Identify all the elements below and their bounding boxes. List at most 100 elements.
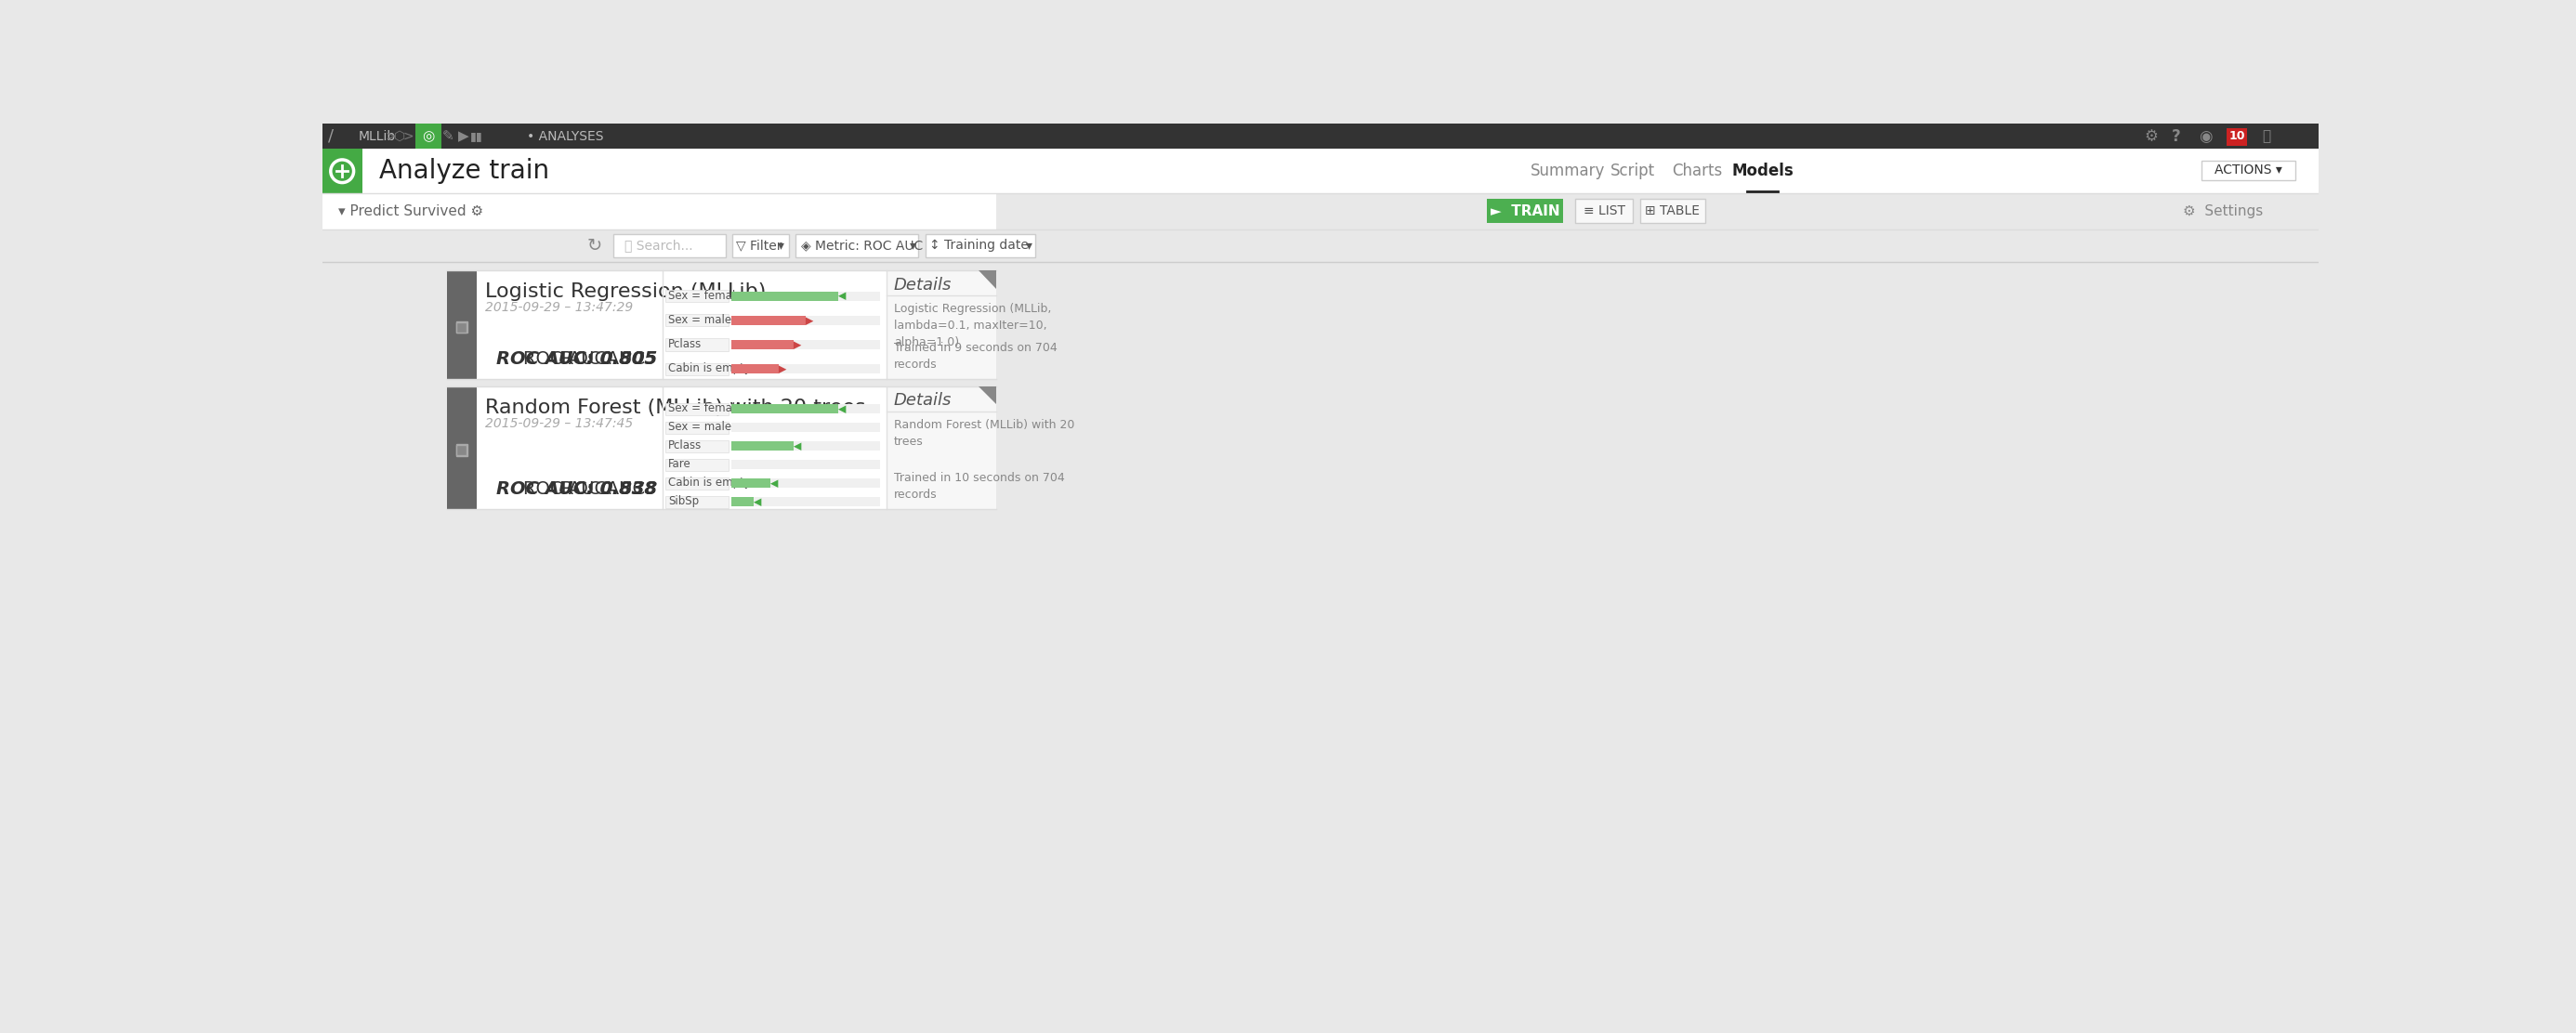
Text: Models: Models (1731, 163, 1793, 180)
FancyBboxPatch shape (322, 124, 2318, 149)
FancyBboxPatch shape (662, 271, 886, 379)
Text: Analyze train: Analyze train (379, 158, 549, 184)
Text: • ANALYSES: • ANALYSES (528, 130, 603, 143)
Text: Logistic Regression (MLLib,
lambda=0.1, maxIter=10,
alpha=1.0): Logistic Regression (MLLib, lambda=0.1, … (894, 303, 1051, 348)
Text: 2015-09-29 – 13:47:45: 2015-09-29 – 13:47:45 (484, 417, 634, 430)
Text: ▶: ▶ (459, 129, 469, 144)
Text: SibSp: SibSp (667, 496, 698, 507)
Polygon shape (979, 386, 997, 404)
Text: Charts: Charts (1672, 163, 1723, 180)
Text: Random Forest (MLLib) with 20
trees: Random Forest (MLLib) with 20 trees (894, 418, 1074, 447)
FancyBboxPatch shape (665, 421, 729, 434)
FancyBboxPatch shape (456, 445, 466, 456)
Text: ⚙: ⚙ (2143, 128, 2159, 145)
FancyBboxPatch shape (732, 478, 881, 488)
Text: Cabin is empty: Cabin is empty (667, 477, 752, 489)
Text: Script: Script (1610, 163, 1656, 180)
FancyBboxPatch shape (322, 229, 2318, 262)
Text: ▼: ▼ (778, 365, 788, 373)
Text: Trained in 9 seconds on 704
records: Trained in 9 seconds on 704 records (894, 342, 1056, 371)
Text: ▲: ▲ (752, 498, 762, 505)
Text: ROC AUC: 0.805: ROC AUC: 0.805 (495, 350, 657, 368)
FancyBboxPatch shape (1574, 199, 1633, 223)
Text: ≡ LIST: ≡ LIST (1584, 205, 1625, 218)
FancyBboxPatch shape (732, 441, 793, 450)
Text: ◈ Metric: ROC AUC: ◈ Metric: ROC AUC (801, 239, 922, 252)
Text: Details: Details (894, 277, 951, 293)
FancyBboxPatch shape (456, 322, 466, 333)
Text: 0.838: 0.838 (600, 480, 657, 498)
Text: 🔍 Search...: 🔍 Search... (623, 239, 693, 252)
Text: ACTIONS ▾: ACTIONS ▾ (2215, 164, 2282, 177)
Text: ◎: ◎ (422, 129, 435, 144)
FancyBboxPatch shape (665, 477, 729, 490)
Text: ?: ? (2172, 128, 2182, 145)
FancyBboxPatch shape (665, 290, 729, 302)
FancyBboxPatch shape (732, 422, 881, 432)
FancyBboxPatch shape (732, 365, 881, 374)
FancyBboxPatch shape (322, 149, 2318, 193)
FancyBboxPatch shape (322, 262, 446, 919)
Text: ▾: ▾ (778, 239, 786, 252)
FancyBboxPatch shape (732, 497, 752, 506)
Text: ROC AUC:: ROC AUC: (562, 350, 657, 368)
Text: Sex = male: Sex = male (667, 314, 732, 326)
FancyBboxPatch shape (613, 234, 726, 257)
Text: Sex = male: Sex = male (667, 421, 732, 433)
FancyBboxPatch shape (665, 459, 729, 471)
FancyBboxPatch shape (665, 339, 729, 351)
FancyBboxPatch shape (446, 271, 477, 379)
Text: ROC AUC: 0.838: ROC AUC: 0.838 (495, 480, 657, 498)
FancyBboxPatch shape (732, 460, 881, 469)
FancyBboxPatch shape (732, 497, 881, 506)
FancyBboxPatch shape (665, 314, 729, 326)
Text: ▲: ▲ (770, 479, 778, 487)
FancyBboxPatch shape (456, 444, 466, 456)
FancyBboxPatch shape (796, 234, 917, 257)
Text: ◉: ◉ (2197, 128, 2213, 145)
Text: ✎: ✎ (443, 129, 453, 144)
FancyBboxPatch shape (446, 271, 997, 379)
FancyBboxPatch shape (1486, 199, 1564, 223)
Text: Trained in 10 seconds on 704
records: Trained in 10 seconds on 704 records (894, 472, 1064, 501)
Text: MLLib: MLLib (358, 130, 394, 143)
FancyBboxPatch shape (665, 363, 729, 375)
Text: Pclass: Pclass (667, 338, 703, 350)
FancyBboxPatch shape (732, 404, 881, 413)
FancyBboxPatch shape (446, 386, 477, 509)
Text: Sex = female: Sex = female (667, 289, 742, 302)
Text: ▾ Predict Survived ⚙: ▾ Predict Survived ⚙ (337, 205, 482, 218)
FancyBboxPatch shape (732, 365, 778, 374)
FancyBboxPatch shape (665, 403, 729, 415)
FancyBboxPatch shape (886, 271, 997, 379)
Polygon shape (979, 271, 997, 288)
Text: ▾: ▾ (909, 239, 917, 252)
FancyBboxPatch shape (322, 193, 2318, 229)
Text: ⚙  Settings: ⚙ Settings (2184, 205, 2264, 218)
FancyBboxPatch shape (665, 440, 729, 452)
FancyBboxPatch shape (456, 322, 466, 333)
Text: >: > (384, 130, 397, 143)
FancyBboxPatch shape (415, 124, 440, 149)
Text: /: / (327, 128, 332, 145)
Text: 2015-09-29 – 13:47:29: 2015-09-29 – 13:47:29 (484, 302, 634, 314)
Text: 10: 10 (2228, 130, 2246, 143)
Text: ▲: ▲ (793, 442, 804, 449)
FancyBboxPatch shape (665, 496, 729, 508)
Text: Sex = female: Sex = female (667, 403, 742, 414)
FancyBboxPatch shape (732, 340, 793, 349)
Text: Random Forest (MLLib) with 20 trees: Random Forest (MLLib) with 20 trees (484, 399, 866, 417)
Text: ⬡: ⬡ (394, 130, 404, 143)
Text: ▲: ▲ (837, 405, 848, 412)
FancyBboxPatch shape (2226, 128, 2246, 146)
FancyBboxPatch shape (1641, 199, 1705, 223)
FancyBboxPatch shape (446, 386, 997, 509)
Text: ▲: ▲ (837, 291, 848, 300)
Text: ↻: ↻ (587, 237, 603, 254)
Text: >: > (402, 130, 415, 143)
Text: 0.805: 0.805 (600, 350, 657, 368)
FancyBboxPatch shape (925, 234, 1036, 257)
FancyBboxPatch shape (732, 316, 881, 325)
Text: ▾: ▾ (1025, 239, 1033, 252)
FancyBboxPatch shape (732, 478, 770, 488)
